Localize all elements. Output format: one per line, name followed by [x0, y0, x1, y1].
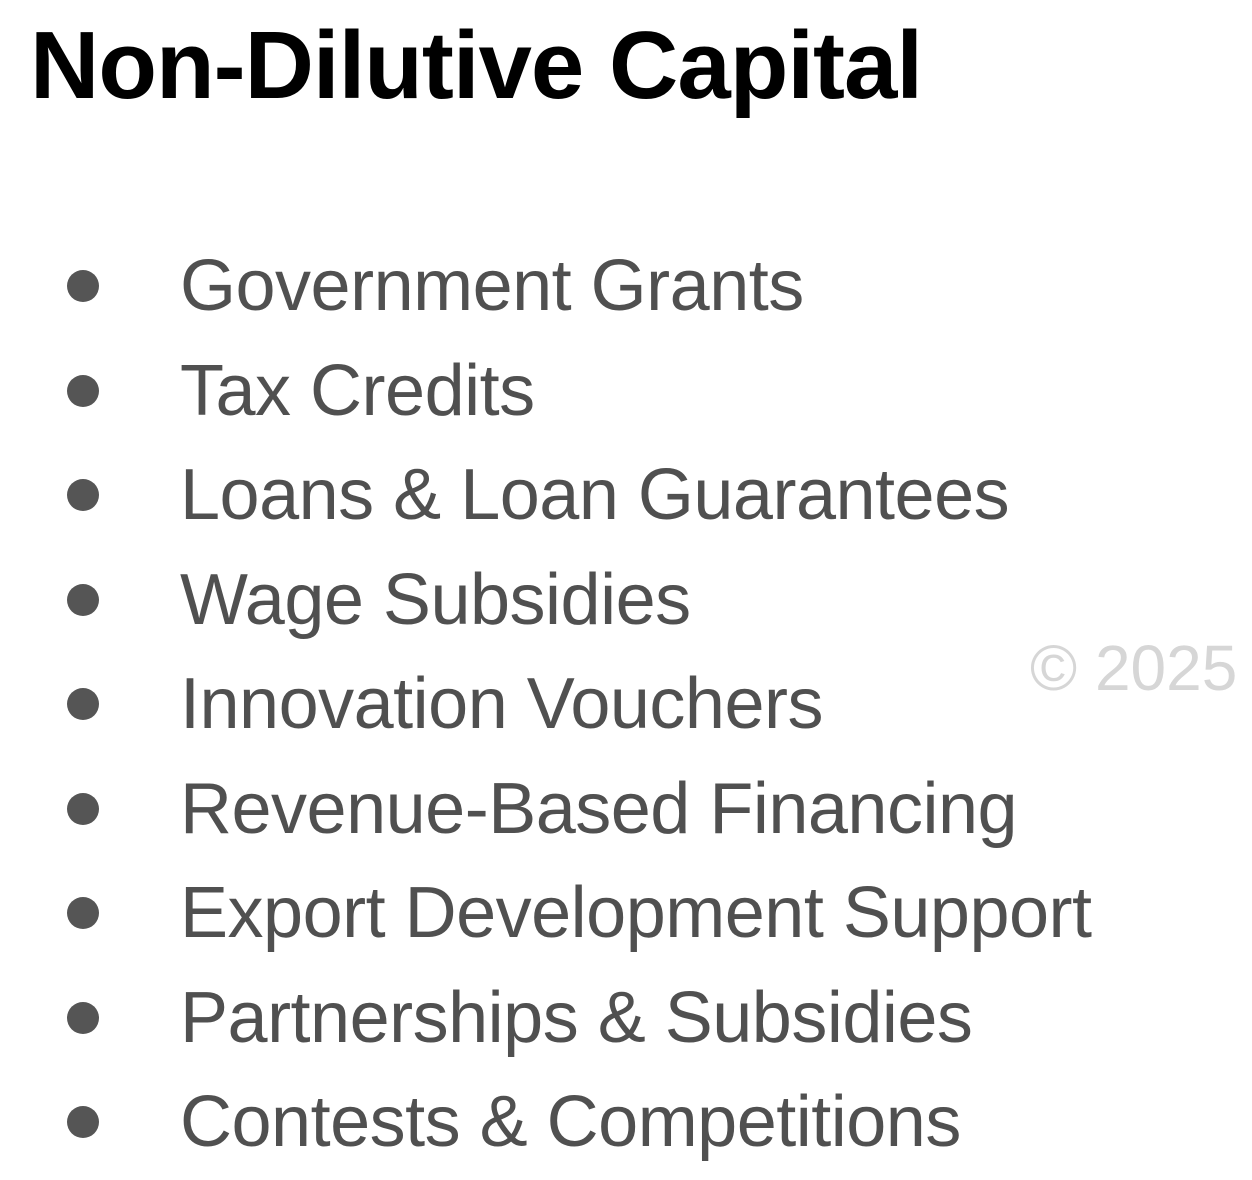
bullet-dot-icon: [67, 897, 99, 929]
bullet-text: Loans & Loan Guarantees: [180, 455, 1010, 535]
bullet-text: Wage Subsidies: [180, 559, 691, 640]
bullet-dot-icon: [67, 1106, 99, 1138]
bullet-dot-icon: [67, 270, 99, 302]
bullet-dot-icon: [67, 688, 99, 720]
bullet-text: Revenue-Based Financing: [180, 768, 1018, 849]
bullet-dot-icon: [67, 583, 99, 616]
bullet-text: Government Grants: [180, 246, 804, 326]
slide-title: Non-Dilutive Capital: [30, 12, 923, 119]
bullet-dot-icon: [67, 792, 99, 825]
bullet-text: Partnerships & Subsidies: [180, 977, 973, 1058]
bullet-text: Contests & Competitions: [180, 1082, 961, 1162]
copyright-watermark: © 2025: [1030, 632, 1238, 704]
bullet-dot-icon: [67, 479, 99, 511]
bullet-dot-icon: [67, 374, 99, 407]
bullet-text: Innovation Vouchers: [180, 664, 823, 744]
bullet-text: Tax Credits: [180, 350, 535, 431]
bullet-dot-icon: [67, 1001, 99, 1034]
bullet-text: Export Development Support: [180, 873, 1092, 953]
